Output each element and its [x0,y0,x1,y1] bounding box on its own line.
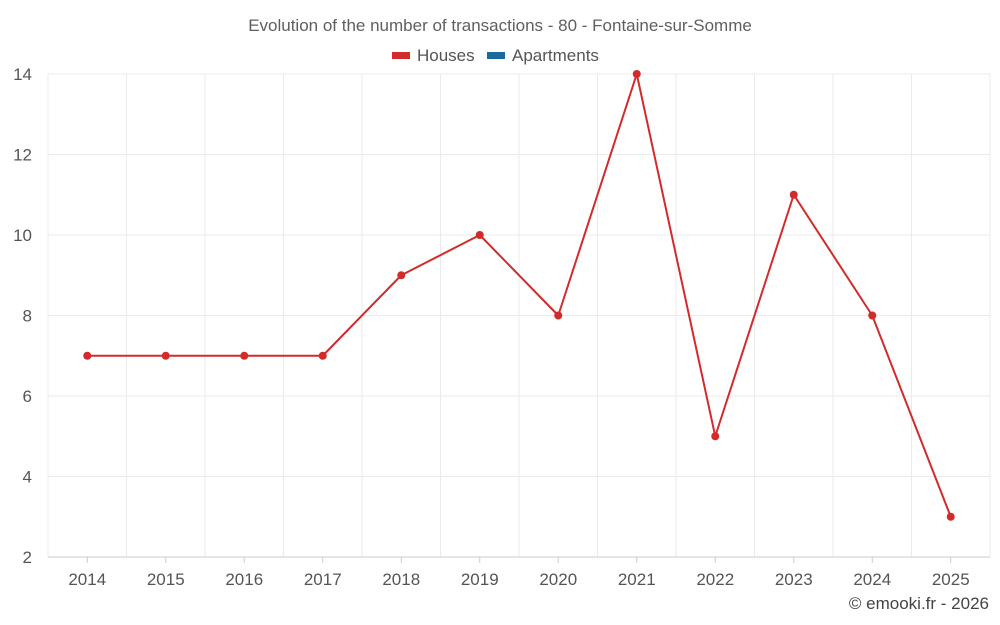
x-tick-label: 2020 [539,570,577,589]
x-axis: 2014 2015 2016 2017 2018 2019 2020 2021 2022 2023… [68,557,970,589]
x-tick-label: 2024 [853,570,891,589]
x-tick-label: 2019 [461,570,499,589]
data-point-houses-2019[interactable] [475,231,484,239]
legend-swatch-apartments [487,52,505,59]
y-tick-label: 2 [23,548,32,567]
data-point-houses-2022[interactable] [711,432,720,441]
y-tick-label: 10 [13,226,32,245]
x-tick-label: 2015 [147,570,185,589]
y-axis: 2 4 6 8 10 12 14 [13,65,32,567]
x-tick-label: 2021 [618,570,656,589]
series-line-houses [87,73,952,518]
data-point-houses-2025[interactable] [946,512,955,521]
x-tick-label: 2018 [382,570,420,589]
data-point-houses-2018[interactable] [397,271,406,280]
data-point-houses-2016[interactable] [240,351,249,360]
x-tick-label: 2022 [696,570,734,589]
data-point-houses-2014[interactable] [83,351,92,360]
y-tick-label: 12 [13,146,32,165]
data-point-houses-2020[interactable] [554,311,563,320]
legend: Houses Apartments [392,46,599,65]
y-tick-label: 14 [13,65,32,84]
data-point-houses-2024[interactable] [868,311,877,320]
x-tick-label: 2023 [775,570,813,589]
legend-label-houses: Houses [417,46,475,65]
x-tick-label: 2016 [225,570,263,589]
y-tick-label: 6 [23,387,32,406]
y-tick-label: 8 [23,307,32,326]
data-point-houses-2017[interactable] [318,351,327,360]
data-point-houses-2023[interactable] [789,190,798,199]
data-point-houses-2021[interactable] [632,70,641,78]
legend-label-apartments: Apartments [512,46,599,65]
x-tick-label: 2014 [68,570,106,589]
y-tick-label: 4 [23,468,32,487]
legend-swatch-houses [392,52,410,59]
x-gridlines [47,74,991,557]
legend-item-houses[interactable]: Houses [392,46,475,65]
legend-item-apartments[interactable]: Apartments [487,46,599,65]
x-tick-label: 2025 [932,570,970,589]
data-point-houses-2015[interactable] [161,351,170,360]
credit-text: © emooki.fr - 2026 [849,594,989,613]
series-houses [83,70,955,521]
chart-title: Evolution of the number of transactions … [248,16,752,35]
x-tick-label: 2017 [304,570,342,589]
